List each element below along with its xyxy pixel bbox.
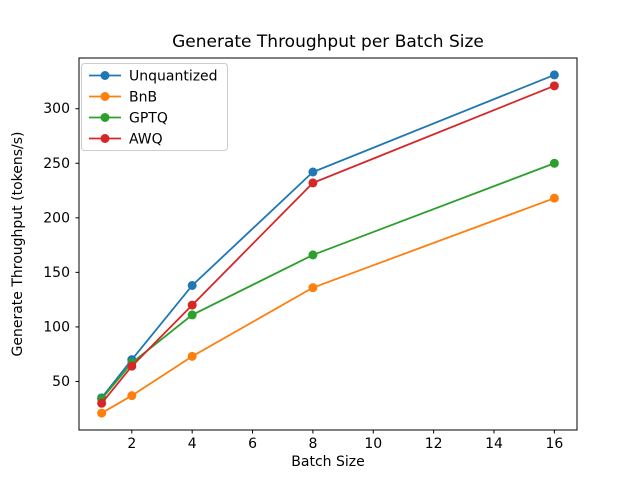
x-tick-label: 16 <box>545 436 563 452</box>
series-layer <box>97 70 559 418</box>
x-tick-label: 4 <box>188 436 197 452</box>
data-point-unquantized <box>187 280 197 290</box>
plot-border <box>78 57 578 431</box>
legend-marker-circle-icon <box>100 92 110 101</box>
y-tick-label: 250 <box>43 156 70 172</box>
legend-label-bnb: BnB <box>129 90 157 106</box>
data-point-awq <box>187 300 197 310</box>
data-point-bnb <box>187 351 197 361</box>
legend-marker-circle-icon <box>100 134 110 143</box>
legend-item-bnb: BnB <box>89 90 157 106</box>
y-tick-label: 150 <box>43 265 70 281</box>
x-tick-label: 10 <box>364 436 382 452</box>
axes-layer: 2 4 6 8 10 12 14 16 50 100 150 200 250 300 <box>43 101 563 452</box>
legend-label-unquantized: Unquantized <box>129 69 218 85</box>
data-point-awq <box>308 178 318 188</box>
x-axis-label: Batch Size <box>291 454 364 470</box>
legend-marker-circle-icon <box>100 71 110 80</box>
legend-marker-circle-icon <box>100 113 110 122</box>
legend-item-unquantized: Unquantized <box>89 69 218 85</box>
data-point-unquantized <box>308 167 318 177</box>
data-point-gptq <box>308 250 318 260</box>
data-point-awq <box>549 81 559 91</box>
legend-item-gptq: GPTQ <box>89 111 168 127</box>
x-tick-label: 8 <box>308 436 317 452</box>
data-point-gptq <box>549 158 559 168</box>
y-tick-label: 200 <box>43 210 70 226</box>
legend-label-awq: AWQ <box>129 132 163 148</box>
data-point-bnb <box>97 408 107 418</box>
y-tick-label: 300 <box>43 101 70 117</box>
x-tick-label: 2 <box>127 436 136 452</box>
series-line-bnb <box>101 197 555 414</box>
y-tick-label: 50 <box>52 374 70 390</box>
data-point-bnb <box>308 283 318 293</box>
data-point-bnb <box>549 193 559 203</box>
legend-box <box>81 63 228 151</box>
x-tick-label: 14 <box>485 436 503 452</box>
x-tick-label: 6 <box>248 436 257 452</box>
data-point-unquantized <box>549 70 559 80</box>
x-tick-label: 12 <box>425 436 443 452</box>
y-axis-label: Generate Throughput (tokens/s) <box>10 132 26 357</box>
legend: Unquantized BnB GPTQ AWQ <box>81 63 228 151</box>
legend-item-awq: AWQ <box>89 132 163 148</box>
y-tick-label: 100 <box>43 319 70 335</box>
data-point-gptq <box>187 310 197 320</box>
legend-label-gptq: GPTQ <box>129 111 168 127</box>
data-point-awq <box>97 398 107 408</box>
chart-title: Generate Throughput per Batch Size <box>172 32 484 52</box>
data-point-awq <box>127 361 137 371</box>
data-point-bnb <box>127 391 137 401</box>
